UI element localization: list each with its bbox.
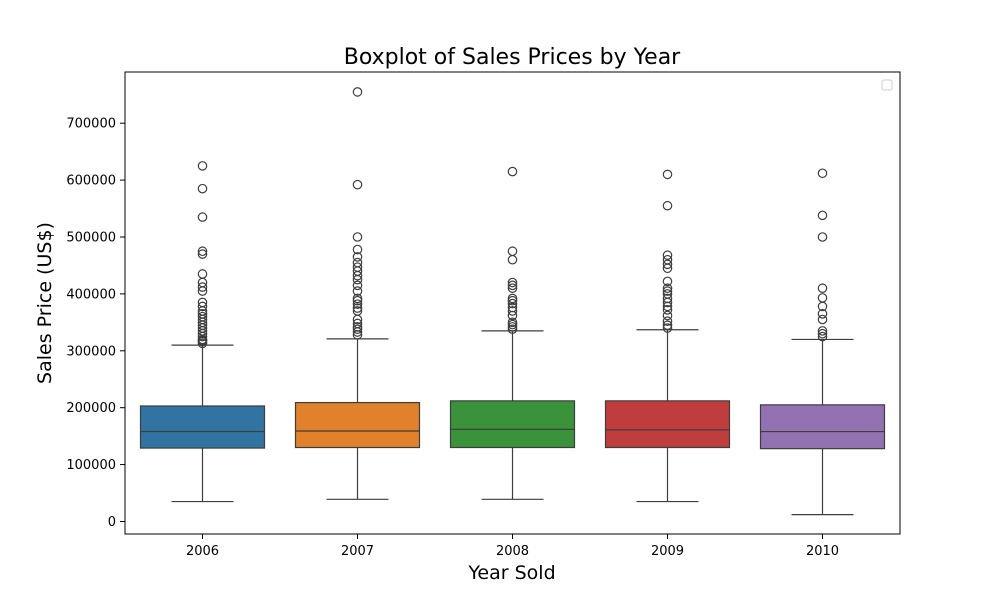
iqr-box bbox=[604, 400, 731, 449]
x-tick-label: 2007 bbox=[341, 544, 374, 559]
x-tick-label: 2010 bbox=[806, 544, 839, 559]
box-2007 bbox=[294, 87, 421, 500]
y-tick-label: 300000 bbox=[66, 344, 116, 359]
outlier-point bbox=[817, 283, 828, 294]
x-tick-label: 2009 bbox=[651, 544, 684, 559]
x-axis-label: Year Sold bbox=[467, 562, 555, 584]
outlier-point bbox=[352, 306, 363, 316]
outlier-point bbox=[817, 293, 828, 303]
y-tick-label: 500000 bbox=[66, 231, 116, 246]
y-tick-label: 600000 bbox=[66, 174, 116, 189]
x-tick-label: 2008 bbox=[496, 544, 529, 559]
outlier-point bbox=[817, 210, 828, 221]
y-axis: 0 100000 200000 300000 400000 500000 600000 700… bbox=[66, 117, 125, 530]
outlier-point bbox=[352, 318, 363, 329]
outlier-point bbox=[662, 305, 673, 315]
outlier-point bbox=[352, 262, 363, 272]
chart-title: Boxplot of Sales Prices by Year bbox=[344, 45, 681, 70]
outlier-point bbox=[507, 254, 518, 265]
outlier-point bbox=[507, 280, 518, 291]
outlier-point bbox=[817, 328, 828, 339]
outlier-point bbox=[352, 252, 363, 262]
outlier-point bbox=[352, 303, 363, 313]
x-axis: 2006 2007 2008 2009 2010 bbox=[186, 534, 839, 559]
outlier-point bbox=[817, 232, 828, 242]
y-axis-label: Sales Price (US$) bbox=[34, 222, 56, 384]
outlier-point bbox=[662, 293, 673, 304]
outlier-point bbox=[662, 259, 673, 270]
box-2006 bbox=[139, 161, 266, 503]
outlier-point bbox=[662, 283, 673, 294]
outlier-point bbox=[352, 232, 363, 242]
outlier-point bbox=[197, 212, 208, 222]
outlier-point bbox=[662, 323, 673, 333]
outlier-point bbox=[352, 257, 363, 268]
iqr-box bbox=[139, 405, 266, 449]
outlier-point bbox=[197, 309, 208, 319]
box-2008 bbox=[449, 166, 576, 500]
outlier-point bbox=[197, 183, 208, 194]
y-tick-label: 400000 bbox=[66, 287, 116, 302]
outlier-point bbox=[817, 331, 828, 342]
outlier-point bbox=[197, 301, 208, 312]
outlier-point bbox=[197, 246, 208, 257]
outlier-point bbox=[662, 316, 673, 327]
y-tick-label: 100000 bbox=[66, 458, 116, 473]
outlier-point bbox=[352, 322, 363, 332]
outlier-point bbox=[507, 302, 518, 313]
outlier-point bbox=[352, 280, 363, 291]
outlier-point bbox=[507, 283, 518, 294]
outlier-point bbox=[352, 87, 363, 97]
iqr-box bbox=[449, 400, 576, 449]
outlier-point bbox=[662, 254, 673, 265]
outlier-point bbox=[507, 298, 518, 309]
outlier-point bbox=[507, 293, 518, 304]
outlier-point bbox=[662, 200, 673, 211]
outlier-point bbox=[662, 289, 673, 299]
outlier-point bbox=[662, 276, 673, 287]
outlier-point bbox=[197, 269, 208, 279]
outlier-point bbox=[507, 277, 518, 288]
outlier-point bbox=[662, 310, 673, 321]
x-tick-label: 2006 bbox=[186, 544, 219, 559]
y-tick-label: 200000 bbox=[66, 401, 116, 416]
outlier-point bbox=[817, 168, 828, 179]
outlier-point bbox=[197, 297, 208, 308]
outlier-point bbox=[197, 282, 208, 292]
outlier-point bbox=[352, 293, 363, 304]
outlier-point bbox=[662, 286, 673, 296]
y-tick-label: 0 bbox=[108, 515, 116, 530]
outlier-point bbox=[507, 306, 518, 316]
empty-legend-box bbox=[881, 79, 893, 91]
outlier-point bbox=[662, 169, 673, 180]
outlier-point bbox=[197, 249, 208, 259]
outlier-point bbox=[507, 246, 518, 257]
outlier-point bbox=[507, 166, 518, 177]
outlier-point bbox=[197, 161, 208, 171]
outlier-point bbox=[352, 244, 363, 255]
iqr-box bbox=[294, 401, 421, 449]
outlier-point bbox=[352, 179, 363, 190]
box-series bbox=[139, 87, 886, 516]
outlier-point bbox=[352, 299, 363, 309]
box-2009 bbox=[604, 169, 731, 503]
outlier-point bbox=[662, 250, 673, 261]
outlier-point bbox=[817, 309, 828, 319]
outlier-point bbox=[817, 314, 828, 325]
y-tick-label: 700000 bbox=[66, 117, 116, 132]
outlier-point bbox=[507, 317, 518, 328]
outlier-point bbox=[817, 326, 828, 336]
outlier-point bbox=[352, 286, 363, 296]
outlier-point bbox=[197, 311, 208, 322]
iqr-box bbox=[759, 404, 886, 450]
box-2010 bbox=[759, 168, 886, 516]
outlier-point bbox=[662, 320, 673, 330]
